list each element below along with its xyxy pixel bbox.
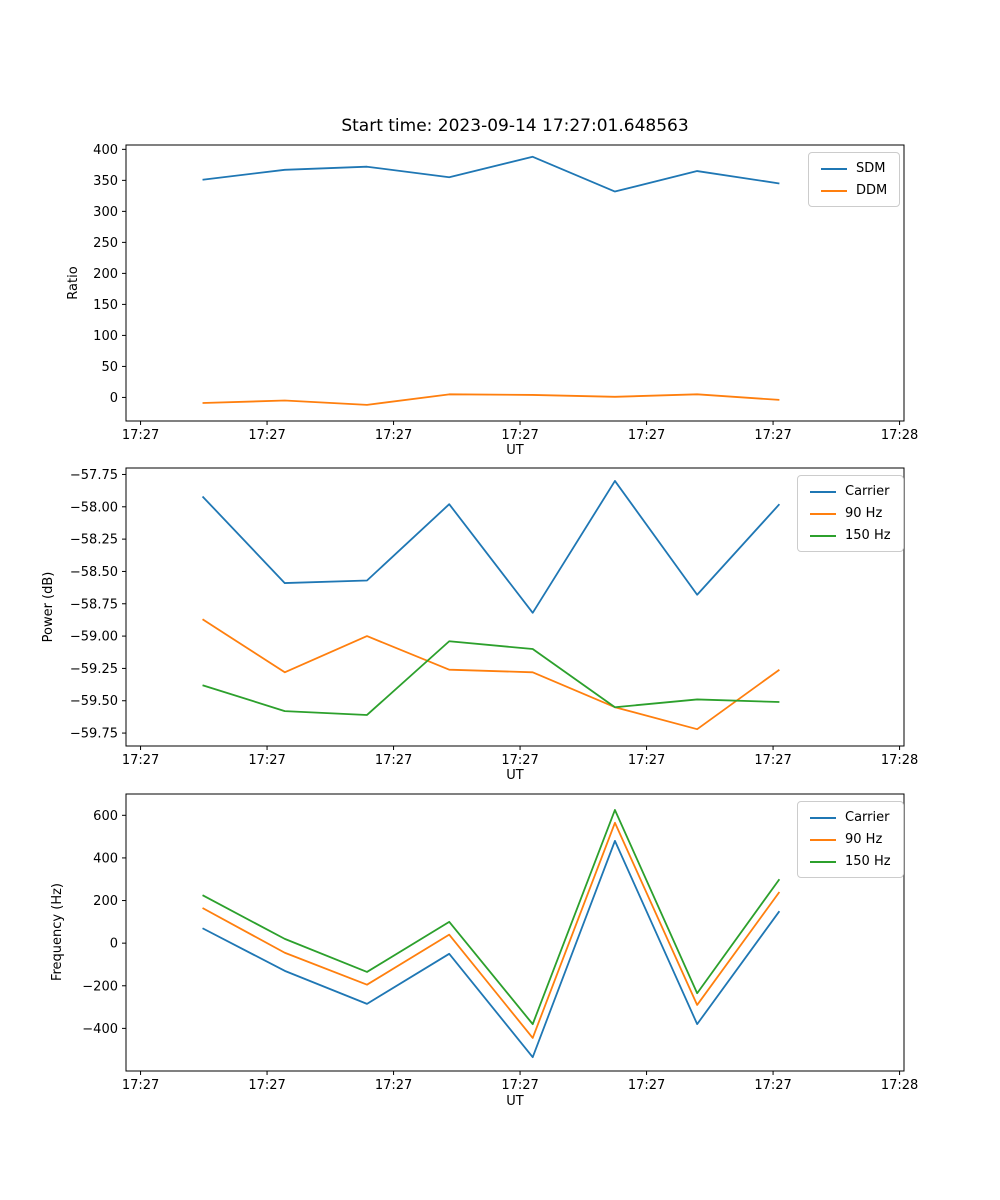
- x-tick-label: 17:27: [754, 428, 791, 443]
- y-axis-label-frequency: Frequency (Hz): [50, 882, 65, 982]
- 150-hz-line: [202, 809, 781, 1026]
- legend-label: 150 Hz: [845, 528, 891, 543]
- legend-ratio: SDM DDM: [808, 152, 901, 207]
- x-axis-label-ut-3: UT: [506, 1094, 524, 1109]
- y-axis-label-power: Power (dB): [41, 571, 56, 643]
- carrier-line: [202, 839, 781, 1059]
- x-axis-label-ut-1: UT: [506, 443, 524, 458]
- legend-line-sample: [810, 860, 836, 863]
- y-axis-label-ratio: Ratio: [66, 266, 81, 300]
- y-tick-label: 200: [93, 894, 118, 909]
- x-tick-label: 17:27: [248, 753, 285, 768]
- legend-line-sample: [810, 512, 836, 515]
- y-tick-label: 200: [93, 267, 118, 282]
- legend-line-sample: [810, 838, 836, 841]
- legend-label: 150 Hz: [845, 854, 891, 869]
- y-tick-label: 300: [93, 205, 118, 220]
- 90-hz-line: [202, 618, 780, 731]
- legend-label: Carrier: [845, 810, 890, 825]
- y-tick-label: −59.25: [70, 662, 118, 677]
- legend-line-sample: [810, 816, 836, 819]
- legend-line-sample: [810, 534, 836, 537]
- y-tick-label: 350: [93, 174, 118, 189]
- legend-item-ddm: DDM: [821, 182, 887, 199]
- y-tick-label: 0: [110, 937, 118, 952]
- legend-line-sample: [810, 490, 836, 493]
- legend-power: Carrier 90 Hz 150 Hz: [797, 475, 904, 552]
- 150-hz-line: [202, 640, 780, 716]
- axes-frame: [125, 467, 905, 747]
- x-tick-label: 17:27: [628, 753, 665, 768]
- x-tick-label: 17:28: [881, 428, 918, 443]
- legend-item-150-hz: 150 Hz: [810, 853, 891, 870]
- legend-line-sample: [821, 167, 847, 170]
- y-tick-label: −400: [82, 1022, 118, 1037]
- carrier-line: [201, 480, 781, 614]
- y-tick-label: −59.50: [70, 694, 118, 709]
- x-tick-label: 17:27: [628, 1078, 665, 1093]
- x-tick-label: 17:28: [881, 1078, 918, 1093]
- y-tick-label: 50: [101, 360, 118, 375]
- legend-label: 90 Hz: [845, 832, 883, 847]
- legend-item-90-hz: 90 Hz: [810, 831, 891, 848]
- y-tick-label: −58.75: [70, 597, 118, 612]
- x-tick-label: 17:27: [248, 1078, 285, 1093]
- y-tick-label: −58.50: [70, 565, 118, 580]
- sdm-line: [202, 155, 780, 193]
- legend-item-carrier: Carrier: [810, 809, 891, 826]
- x-tick-label: 17:27: [375, 1078, 412, 1093]
- x-tick-label: 17:27: [628, 428, 665, 443]
- figure-title: Start time: 2023-09-14 17:27:01.648563: [341, 116, 689, 136]
- x-tick-label: 17:27: [501, 428, 538, 443]
- x-tick-label: 17:27: [754, 1078, 791, 1093]
- y-tick-label: −59.75: [70, 727, 118, 742]
- legend-frequency: Carrier 90 Hz 150 Hz: [797, 801, 904, 878]
- x-tick-label: 17:27: [248, 428, 285, 443]
- axes-frame: [125, 144, 905, 422]
- legend-item-sdm: SDM: [821, 160, 887, 177]
- axes-frame: [125, 793, 905, 1072]
- x-tick-label: 17:27: [754, 753, 791, 768]
- 90-hz-line: [202, 821, 781, 1039]
- y-tick-label: −58.00: [70, 500, 118, 515]
- legend-line-sample: [821, 189, 847, 192]
- legend-label: DDM: [856, 183, 888, 198]
- x-axis-label-ut-2: UT: [506, 768, 524, 783]
- legend-label: 90 Hz: [845, 506, 883, 521]
- y-tick-label: 100: [93, 329, 118, 344]
- x-tick-label: 17:27: [122, 428, 159, 443]
- x-tick-label: 17:27: [122, 1078, 159, 1093]
- y-tick-label: −58.25: [70, 533, 118, 548]
- legend-item-carrier: Carrier: [810, 483, 891, 500]
- legend-label: Carrier: [845, 484, 890, 499]
- y-tick-label: −200: [82, 979, 118, 994]
- y-tick-label: 150: [93, 298, 118, 313]
- y-tick-label: 400: [93, 143, 118, 158]
- legend-item-150-hz: 150 Hz: [810, 527, 891, 544]
- x-tick-label: 17:27: [375, 428, 412, 443]
- ddm-line: [202, 393, 780, 406]
- y-tick-label: 400: [93, 851, 118, 866]
- legend-label: SDM: [856, 161, 886, 176]
- x-tick-label: 17:28: [881, 753, 918, 768]
- y-tick-label: 600: [93, 809, 118, 824]
- x-tick-label: 17:27: [501, 753, 538, 768]
- x-tick-label: 17:27: [122, 753, 159, 768]
- x-tick-label: 17:27: [501, 1078, 538, 1093]
- legend-item-90-hz: 90 Hz: [810, 505, 891, 522]
- y-tick-label: −59.00: [70, 630, 118, 645]
- y-tick-label: 0: [110, 391, 118, 406]
- x-tick-label: 17:27: [375, 753, 412, 768]
- y-tick-label: 250: [93, 236, 118, 251]
- y-tick-label: −57.75: [70, 468, 118, 483]
